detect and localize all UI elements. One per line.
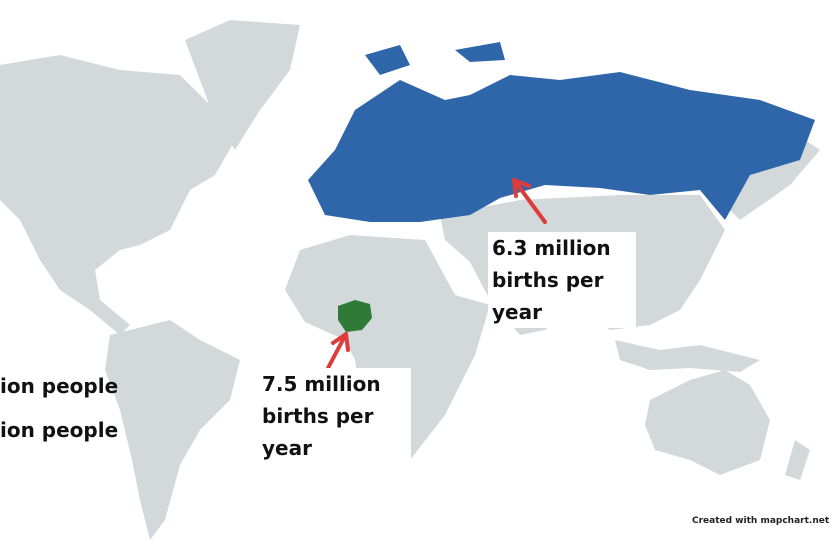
side-text: ion people — [0, 374, 119, 398]
annotation-line: year — [262, 436, 312, 460]
credit-text: Created with mapchart.net — [692, 516, 830, 526]
side-text: ion people — [0, 418, 119, 442]
annotation-line: 7.5 million — [262, 372, 381, 396]
europe-russia-region — [308, 72, 815, 222]
australia — [645, 370, 770, 475]
arctic-islands — [365, 42, 505, 75]
arrow-nigeria — [326, 332, 350, 370]
africa — [285, 235, 490, 470]
annotation-line: year — [492, 300, 542, 324]
annotation-nigeria: 7.5 million births per year — [258, 368, 411, 470]
nigeria-region — [338, 300, 372, 332]
greenland — [185, 20, 300, 150]
new-zealand — [785, 440, 810, 480]
indonesia — [615, 340, 760, 372]
north-america — [0, 55, 235, 335]
arrow-russia — [512, 178, 547, 224]
annotation-europe: 6.3 million births per year — [488, 232, 636, 328]
annotation-line: 6.3 million — [492, 236, 611, 260]
annotation-line: births per — [262, 404, 374, 428]
south-america — [105, 320, 240, 540]
annotation-line: births per — [492, 268, 604, 292]
